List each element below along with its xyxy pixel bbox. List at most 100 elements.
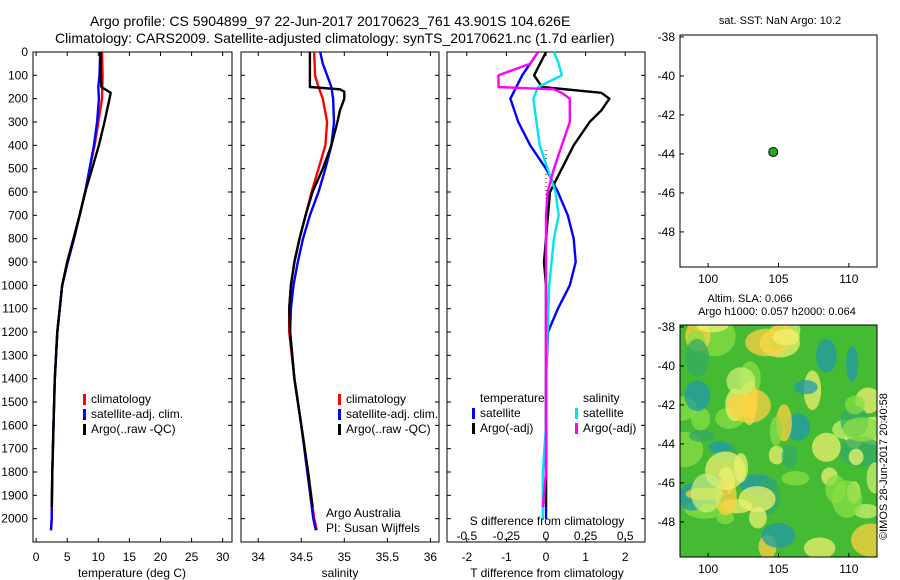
- sla-blob: [691, 473, 722, 513]
- sla-title-line-1: Altim. SLA: 0.066: [708, 293, 793, 305]
- depth-tick-label: 800: [8, 232, 28, 246]
- lat-tick-label: -38: [658, 30, 676, 44]
- lon-tick-label: 100: [698, 272, 718, 286]
- lat-tick-label: -40: [658, 359, 676, 373]
- sla-blob: [866, 462, 877, 494]
- series-line-2: [288, 52, 346, 508]
- x-tick-label: -2: [461, 550, 472, 564]
- sla-blob: [685, 338, 710, 377]
- sla-blob: [845, 395, 865, 415]
- lat-tick-label: -40: [658, 69, 676, 83]
- lat-tick-label: -46: [658, 186, 676, 200]
- legend-item: Argo(-adj): [583, 421, 636, 435]
- s-tick-label: 0.25: [574, 529, 598, 543]
- x-tick-label: 35: [338, 550, 352, 564]
- x-tick-label: 35.5: [376, 550, 400, 564]
- s-tick-label: -0.5: [456, 529, 477, 543]
- legend-swatch: [338, 409, 341, 420]
- legend-item: Argo(..raw -QC): [346, 422, 431, 436]
- legend-item: satellite-adj. clim.: [346, 407, 438, 421]
- sla-blob: [781, 445, 798, 469]
- series-line-2: [50, 52, 112, 508]
- x-tick-label: 34.5: [290, 550, 314, 564]
- depth-tick-label: 1600: [1, 418, 28, 432]
- depth-tick-label: 1800: [1, 465, 28, 479]
- credits-line-2: PI: Susan Wijffels: [326, 521, 420, 535]
- t-difference-axis-label: T difference from climatology: [470, 566, 624, 580]
- sla-blob: [708, 441, 731, 454]
- sla-blob: [812, 432, 841, 462]
- timestamp-stamp: ©IMOS 28-Jun-2017 20:40:58: [878, 393, 890, 540]
- x-tick-label: 25: [185, 550, 199, 564]
- legend-swatch: [83, 424, 86, 435]
- x-tick-label: 10: [92, 550, 106, 564]
- sla-blob: [696, 325, 729, 333]
- legend-swatch: [338, 394, 341, 405]
- depth-tick-label: 1100: [2, 302, 28, 316]
- x-tick-label: 0: [543, 550, 550, 564]
- float-location-marker: [768, 146, 779, 157]
- legend-swatch: [472, 423, 475, 434]
- legend-item: satellite: [583, 406, 624, 420]
- header-line-1: Argo profile: CS 5904899_97 22-Jun-2017 …: [90, 13, 570, 29]
- lat-tick-label: -48: [658, 225, 676, 239]
- legend-item: climatology: [346, 392, 406, 406]
- lat-tick-label: -38: [658, 320, 676, 334]
- sla-blob: [832, 480, 863, 518]
- sla-blob: [773, 329, 800, 346]
- legend-item: satellite-adj. clim.: [91, 407, 183, 421]
- difference-legend: temperature salinitysatelliteArgo(-adj)sa…: [472, 391, 636, 435]
- lon-tick-label: 105: [768, 272, 788, 286]
- lon-tick-label: 100: [698, 562, 718, 576]
- legend-swatch: [472, 408, 475, 419]
- legend-item: Argo(..raw -QC): [91, 422, 176, 436]
- depth-tick-label: 1400: [1, 372, 28, 386]
- depth-tick-label: 1000: [1, 278, 28, 292]
- legend-item: Argo(-adj): [480, 421, 533, 435]
- lat-tick-label: -46: [658, 476, 676, 490]
- sla-blob: [851, 523, 877, 557]
- sla-blob: [734, 453, 748, 483]
- sla-blob: [769, 416, 783, 447]
- depth-tick-label: 1300: [1, 348, 28, 362]
- x-tick-label: 20: [154, 550, 168, 564]
- x-tick-label: 2: [622, 550, 629, 564]
- sla-blob: [761, 522, 796, 548]
- depth-tick-label: 600: [8, 185, 28, 199]
- sla-blob: [781, 471, 810, 486]
- sla-title-line-2: Argo h1000: 0.057 h2000: 0.064: [698, 306, 856, 318]
- lon-tick-label: 105: [768, 562, 788, 576]
- sla-blob: [846, 346, 859, 382]
- legend-swatch: [338, 424, 341, 435]
- s-tick-label: 0.5: [617, 529, 634, 543]
- salinity-axis-label: salinity: [322, 566, 359, 580]
- temperature-axis-label: temperature (deg C): [78, 566, 186, 580]
- depth-tick-label: 1500: [1, 395, 28, 409]
- s-difference-label: S difference from climatology: [470, 514, 625, 528]
- credits-line-1: Argo Australia: [326, 506, 401, 520]
- sla-blob: [816, 338, 837, 373]
- legend-swatch: [83, 409, 86, 420]
- lat-tick-label: -48: [658, 515, 676, 529]
- lat-tick-label: -42: [658, 398, 676, 412]
- sla-heatmap: [680, 325, 877, 557]
- depth-tick-label: 2000: [1, 512, 28, 526]
- depth-tick-label: 1200: [1, 325, 28, 339]
- depth-tick-label: 500: [8, 162, 28, 176]
- legend-swatch: [83, 394, 86, 405]
- depth-tick-label: 900: [8, 255, 28, 269]
- header-line-2: Climatology: CARS2009. Satellite-adjuste…: [55, 30, 615, 46]
- depth-tick-label: 100: [8, 68, 28, 82]
- sla-blob: [786, 413, 811, 441]
- sla-blob: [794, 380, 818, 395]
- legend-item: satellite: [480, 406, 521, 420]
- s-tick-label: 0: [543, 529, 550, 543]
- sla-blob: [848, 448, 864, 466]
- location-map: sat. SST: NaN Argo: 10.2 100 105 110 -38 -40…: [658, 15, 878, 286]
- salinity-panel: 34 34.5 35 35.5 36 salinity climatologysatel…: [240, 51, 440, 580]
- temperature-panel: 0100200300400500600700800900100011001200…: [1, 45, 233, 580]
- legend-swatch: [575, 408, 578, 419]
- sla-blob: [727, 388, 771, 423]
